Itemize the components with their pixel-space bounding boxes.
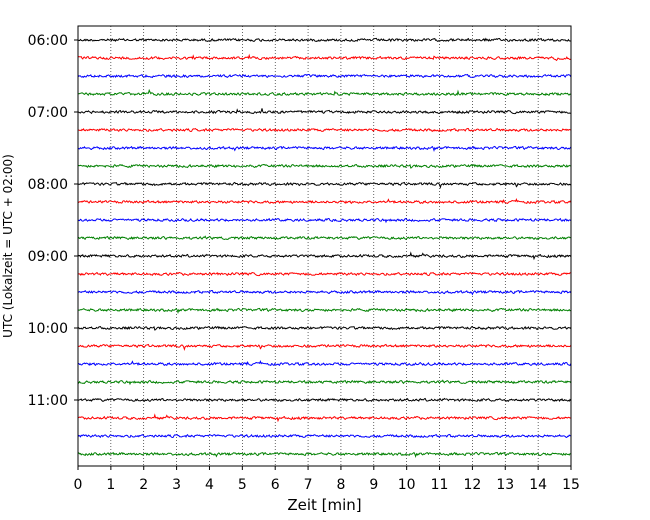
x-tick-label-10: 10	[398, 477, 416, 493]
y-tick-label-09:00: 09:00	[28, 249, 68, 265]
x-tick-label-7: 7	[304, 477, 313, 493]
y-axis-ticks: 06:00 07:00 08:00 09:00 10:00 11:00	[28, 33, 78, 409]
y-axis-label: UTC (Lokalzeit = UTC + 02:00)	[1, 154, 15, 338]
x-tick-label-9: 9	[369, 477, 378, 493]
y-tick-label-10:00: 10:00	[28, 321, 68, 337]
x-tick-label-14: 14	[529, 477, 547, 493]
y-tick-label-11:00: 11:00	[28, 393, 68, 409]
grid-lines	[110, 26, 539, 466]
x-tick-label-0: 0	[74, 477, 83, 493]
trace-11	[77, 217, 572, 224]
trace-6	[77, 127, 571, 133]
x-tick-label-1: 1	[106, 477, 115, 493]
trace-series	[77, 37, 572, 459]
trace-23	[77, 433, 571, 439]
x-tick-label-2: 2	[139, 477, 148, 493]
trace-21	[77, 397, 572, 403]
plot-frame	[77, 25, 572, 467]
trace-4	[77, 88, 571, 97]
x-axis-label: Zeit [min]	[287, 496, 361, 514]
y-tick-label-06:00: 06:00	[28, 33, 68, 49]
y-tick-label-07:00: 07:00	[28, 105, 68, 121]
x-tick-label-5: 5	[238, 477, 247, 493]
trace-8	[77, 163, 571, 169]
x-tick-label-8: 8	[336, 477, 345, 493]
trace-10	[77, 197, 572, 205]
trace-2	[77, 53, 571, 62]
trace-22	[77, 413, 571, 423]
trace-3	[77, 73, 572, 79]
trace-7	[77, 145, 572, 153]
trace-5	[77, 108, 571, 115]
x-tick-label-6: 6	[271, 477, 280, 493]
trace-20	[77, 379, 572, 386]
x-tick-label-13: 13	[496, 477, 514, 493]
x-tick-label-12: 12	[463, 477, 481, 493]
trace-12	[77, 235, 571, 241]
trace-13	[77, 251, 572, 261]
x-axis-ticks: 0 1 2 3 4 5 6 7 8 9 10 11 12 13 14 15	[74, 466, 580, 493]
y-tick-label-08:00: 08:00	[28, 177, 68, 193]
trace-15	[77, 289, 572, 296]
trace-17	[77, 325, 572, 331]
trace-24	[77, 451, 571, 459]
x-tick-label-15: 15	[562, 477, 580, 493]
trace-1	[77, 37, 571, 43]
trace-9	[77, 181, 572, 189]
trace-18	[77, 343, 572, 351]
trace-16	[77, 307, 571, 315]
x-tick-label-11: 11	[431, 477, 449, 493]
x-tick-label-3: 3	[172, 477, 181, 493]
trace-14	[77, 271, 571, 277]
x-tick-label-4: 4	[205, 477, 214, 493]
trace-19	[77, 359, 572, 367]
